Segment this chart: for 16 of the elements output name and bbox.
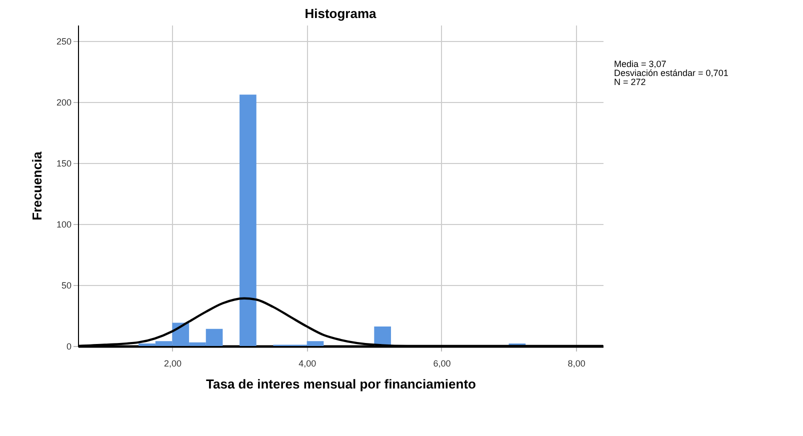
y-tick-label: 150	[56, 158, 72, 168]
chart-title: Histograma	[304, 6, 378, 21]
y-axis-title: Frecuencia	[29, 150, 44, 220]
text: N = 272	[614, 77, 647, 87]
y-tick-label: 200	[56, 97, 72, 108]
x-tick-label: 8,00	[568, 358, 586, 368]
x-tick-label: 2,00	[164, 358, 182, 368]
x-axis-title: Tasa de interes mensual por financiamiento	[206, 376, 476, 392]
y-tick-label: 100	[56, 219, 72, 230]
y-tick-label: 0	[66, 342, 72, 352]
y-tick-label: 50	[61, 280, 72, 290]
text: Desviación estándar = 0,701	[614, 68, 728, 78]
text: Media = 3,07	[614, 59, 668, 69]
y-tick-label: 250	[56, 36, 72, 46]
x-tick-label: 6,00	[433, 358, 451, 368]
x-tick-label: 4,00	[298, 358, 316, 368]
